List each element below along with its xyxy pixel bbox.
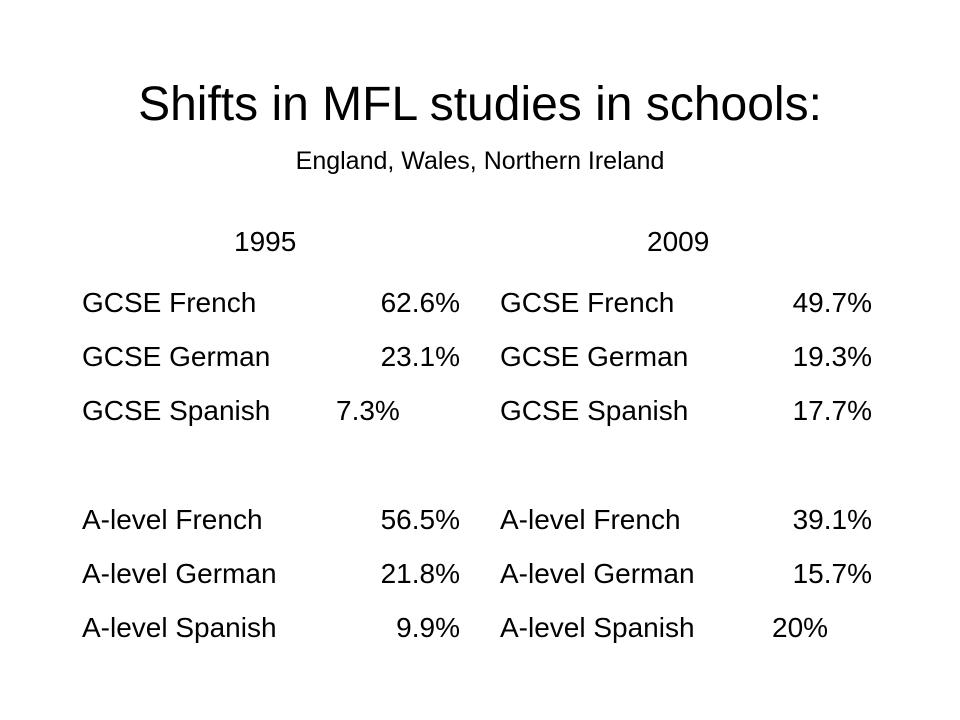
column-2009: 2009 GCSE French 49.7% GCSE German 19.3%… — [500, 222, 900, 655]
slide-title: Shifts in MFL studies in schools: — [138, 78, 822, 131]
percent-value: 9.9% — [396, 612, 460, 643]
percent-value: 56.5% — [380, 504, 460, 535]
list-item: GCSE Spanish 7.3% — [82, 384, 482, 438]
list-item: A-level French 56.5% — [82, 493, 482, 547]
slide-subtitle: England, Wales, Northern Ireland — [295, 147, 665, 175]
subject-label: A-level Spanish — [82, 612, 277, 643]
subject-label: GCSE German — [82, 341, 271, 372]
list-item: GCSE German 19.3% — [500, 330, 900, 384]
subject-label: GCSE Spanish — [500, 395, 689, 426]
alevel-group: A-level French 56.5% A-level German 21.8… — [82, 493, 482, 655]
subject-label: A-level German — [82, 558, 277, 589]
percent-value: 62.6% — [380, 287, 460, 318]
list-item: A-level German 15.7% — [500, 547, 900, 601]
column-1995: 1995 GCSE French 62.6% GCSE German 23.1%… — [82, 222, 482, 655]
percent-value: 49.7% — [792, 287, 872, 318]
subject-label: GCSE French — [500, 287, 675, 318]
gcse-group: GCSE French 62.6% GCSE German 23.1% GCSE… — [82, 276, 482, 438]
list-item: A-level Spanish 9.9% — [82, 601, 482, 655]
list-item: A-level Spanish 20% — [500, 601, 900, 655]
percent-value: 19.3% — [792, 341, 872, 372]
subject-label: GCSE Spanish — [82, 395, 271, 426]
percent-value: 17.7% — [792, 395, 872, 426]
year-heading: 2009 — [647, 226, 710, 257]
percent-value: 23.1% — [380, 341, 460, 372]
list-item: A-level French 39.1% — [500, 493, 900, 547]
list-item: GCSE German 23.1% — [82, 330, 482, 384]
year-heading: 1995 — [234, 226, 297, 257]
subject-label: A-level French — [500, 504, 681, 535]
list-item: A-level German 21.8% — [82, 547, 482, 601]
list-item: GCSE French 49.7% — [500, 276, 900, 330]
gcse-group: GCSE French 49.7% GCSE German 19.3% GCSE… — [500, 276, 900, 438]
percent-value: 21.8% — [380, 558, 460, 589]
percent-value: 7.3% — [336, 395, 400, 426]
subject-label: GCSE German — [500, 341, 689, 372]
percent-value: 39.1% — [792, 504, 872, 535]
subject-label: A-level Spanish — [500, 612, 695, 643]
alevel-group: A-level French 39.1% A-level German 15.7… — [500, 493, 900, 655]
list-item: GCSE Spanish 17.7% — [500, 384, 900, 438]
subject-label: A-level German — [500, 558, 695, 589]
percent-value: 20% — [772, 612, 829, 643]
subject-label: GCSE French — [82, 287, 257, 318]
percent-value: 15.7% — [792, 558, 872, 589]
subject-label: A-level French — [82, 504, 263, 535]
list-item: GCSE French 62.6% — [82, 276, 482, 330]
